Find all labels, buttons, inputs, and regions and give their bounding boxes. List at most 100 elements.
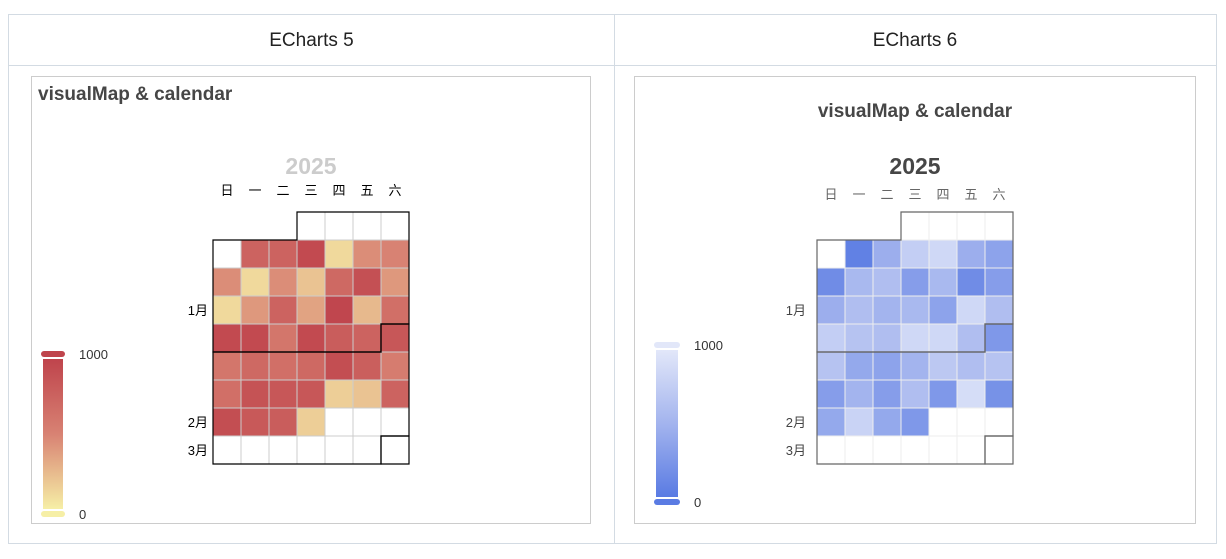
heatmap-cell xyxy=(352,323,382,353)
day-label: 一 xyxy=(852,187,865,202)
calendar-heatmap-v5: visualMap & calendar 2025 日一二三四五六 1月 2月 3月 100… xyxy=(38,84,410,522)
heatmap-cell xyxy=(324,323,354,353)
chart-title: visualMap & calendar xyxy=(38,84,233,105)
month-label: 2月 xyxy=(188,415,208,430)
heatmap-cell xyxy=(324,379,354,409)
heatmap-cell xyxy=(296,351,326,381)
visualmap-min-label: 0 xyxy=(79,507,86,522)
heatmap-cell xyxy=(956,267,986,297)
heatmap-cell xyxy=(900,407,930,437)
day-label: 六 xyxy=(992,187,1005,202)
heatmap-cell xyxy=(872,379,902,409)
calendar-year-label: 2025 xyxy=(285,153,336,179)
visualmap-bar xyxy=(43,359,63,509)
heatmap-cell xyxy=(872,295,902,325)
heatmap-cell xyxy=(296,239,326,269)
heatmap-cell xyxy=(816,407,846,437)
heatmap-cell xyxy=(872,407,902,437)
heatmap-cell xyxy=(212,351,242,381)
visualmap-handle-min xyxy=(654,499,680,505)
heatmap-cell xyxy=(900,435,930,465)
heatmap-cell xyxy=(984,435,1014,465)
heatmap-cell xyxy=(212,239,242,269)
heatmap-cell xyxy=(816,239,846,269)
heatmap-cell xyxy=(296,435,326,465)
day-label: 三 xyxy=(304,183,317,198)
heatmap-cell xyxy=(900,379,930,409)
heatmap-cell xyxy=(928,211,958,241)
day-label: 日 xyxy=(220,183,233,198)
heatmap-cell xyxy=(928,407,958,437)
heatmap-cell xyxy=(956,379,986,409)
heatmap-cell xyxy=(212,435,242,465)
heatmap-cell xyxy=(296,295,326,325)
heatmap-cell xyxy=(816,435,846,465)
comparison-table: ECharts 5 ECharts 6 visualMap & calendar… xyxy=(8,14,1217,544)
heatmap-cell xyxy=(352,267,382,297)
heatmap-cell xyxy=(240,379,270,409)
heatmap-cell xyxy=(928,323,958,353)
day-label: 五 xyxy=(360,183,373,198)
heatmap-cell xyxy=(296,407,326,437)
heatmap-cell xyxy=(268,267,298,297)
heatmap-cell xyxy=(212,323,242,353)
heatmap-cell xyxy=(240,323,270,353)
heatmap-cell xyxy=(352,407,382,437)
heatmap-cell xyxy=(296,211,326,241)
heatmap-cell xyxy=(352,435,382,465)
heatmap-cell xyxy=(380,239,410,269)
heatmap-cell xyxy=(928,295,958,325)
visualmap-max-label: 1000 xyxy=(694,338,723,353)
calendar-heatmap-v6: visualMap & calendar 2025 日一二三四五六 1月 2月 3月 100… xyxy=(654,101,1014,510)
heatmap-cell xyxy=(844,295,874,325)
heatmap-cell xyxy=(380,379,410,409)
day-label: 三 xyxy=(908,187,921,202)
day-label: 四 xyxy=(936,187,949,202)
heatmap-cell xyxy=(900,323,930,353)
heatmap-cell xyxy=(984,295,1014,325)
heatmap-cell xyxy=(212,379,242,409)
heatmap-cell xyxy=(844,379,874,409)
heatmap-cell xyxy=(816,379,846,409)
heatmap-cell xyxy=(240,351,270,381)
heatmap-cell xyxy=(928,379,958,409)
heatmap-cell xyxy=(380,323,410,353)
heatmap-cell xyxy=(984,379,1014,409)
visualmap-handle-max xyxy=(41,351,65,357)
heatmap-cell xyxy=(900,239,930,269)
heatmap-cell xyxy=(268,407,298,437)
day-label: 五 xyxy=(964,187,977,202)
day-label: 一 xyxy=(248,183,261,198)
heatmap-cell xyxy=(352,211,382,241)
chart-echarts6: visualMap & calendar 2025 日一二三四五六 1月 2月 3月 100… xyxy=(634,76,1196,524)
day-label: 日 xyxy=(824,187,837,202)
column-divider xyxy=(614,15,615,543)
heatmap-cell xyxy=(984,239,1014,269)
heatmap-cell xyxy=(380,407,410,437)
visualmap-max-label: 1000 xyxy=(79,347,108,362)
heatmap-cell xyxy=(872,351,902,381)
heatmap-cell xyxy=(380,295,410,325)
heatmap-cell xyxy=(324,435,354,465)
visualmap-handle-min xyxy=(41,511,65,517)
heatmap-cell xyxy=(956,211,986,241)
heatmap-cell xyxy=(324,239,354,269)
heatmap-cell xyxy=(872,435,902,465)
heatmap-cell xyxy=(844,351,874,381)
heatmap-cell xyxy=(240,295,270,325)
heatmap-cell xyxy=(324,351,354,381)
heatmap-cell xyxy=(816,295,846,325)
heatmap-cell xyxy=(872,267,902,297)
month-split-line xyxy=(984,435,1014,465)
heatmap-cell xyxy=(240,267,270,297)
heatmap-cell xyxy=(380,211,410,241)
heatmap-cell xyxy=(956,323,986,353)
heatmap-cell xyxy=(984,267,1014,297)
day-label: 四 xyxy=(332,183,345,198)
heatmap-cell xyxy=(872,239,902,269)
heatmap-cell xyxy=(928,435,958,465)
heatmap-cell xyxy=(380,435,410,465)
visualmap-min-label: 0 xyxy=(694,495,701,510)
visualmap-handle-max xyxy=(654,342,680,348)
chart-echarts5: visualMap & calendar 2025 日一二三四五六 1月 2月 3月 100… xyxy=(31,76,591,524)
